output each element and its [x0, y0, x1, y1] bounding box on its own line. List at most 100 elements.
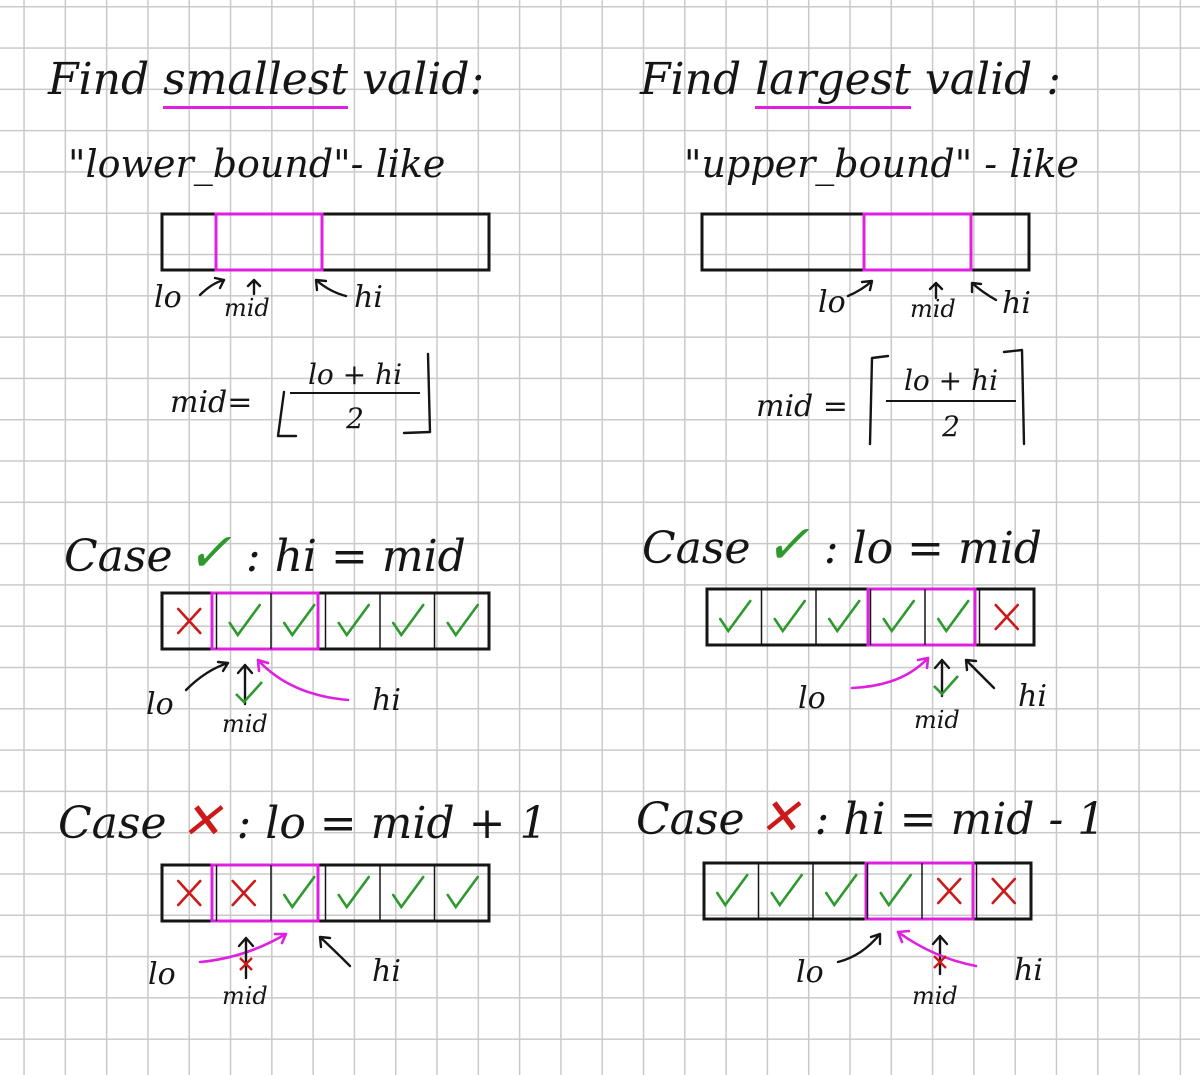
- left-floor-left: [276, 390, 298, 438]
- right-valid-hi-arrow: [964, 658, 996, 690]
- right-valid-hi-label: hi: [1018, 679, 1047, 714]
- left-formula-numerator: lo + hi: [307, 358, 403, 391]
- right-valid-mid-check-icon: [933, 675, 959, 696]
- right-title: Find largest valid :: [640, 58, 1061, 109]
- left-valid-hi-label: hi: [372, 683, 401, 718]
- left-valid-lo-arrow: [184, 660, 230, 692]
- left-hi-arrow: [314, 278, 348, 298]
- left-valid-cell-x-icon: [176, 607, 202, 635]
- left-invalid-lo-label: lo: [148, 957, 176, 992]
- right-valid-cell-x-icon: [994, 603, 1020, 631]
- left-invalid-cell-check-icon: [337, 875, 371, 910]
- left-case-valid-check-icon: ✓: [186, 521, 232, 584]
- left-valid-cell-check-icon: [446, 603, 480, 638]
- left-valid-mid-check-icon: [235, 681, 263, 704]
- right-case-invalid-prefix: Case: [636, 794, 745, 845]
- right-case-valid-check-icon: ✓: [764, 513, 810, 576]
- left-invalid-mid-label: mid: [222, 982, 268, 1010]
- right-invalid-hi-arrow: [896, 929, 978, 968]
- right-case-valid-prefix: Case: [642, 523, 751, 574]
- left-mid-window: [214, 212, 324, 272]
- left-valid-cell-check-icon: [228, 603, 262, 638]
- left-invalid-cell-check-icon: [446, 875, 480, 910]
- right-invalid-hi-label: hi: [1014, 953, 1043, 988]
- left-invalid-lo-arrow: [198, 932, 288, 964]
- right-invalid-cell-check-icon: [715, 873, 749, 908]
- right-formula-denominator: 2: [942, 410, 960, 443]
- right-case-valid-title: Case ✓ : lo = mid: [642, 518, 1042, 572]
- right-mid-arrow: [928, 281, 944, 300]
- left-valid-cell-check-icon: [337, 603, 371, 638]
- right-valid-window: [866, 587, 977, 647]
- right-ceil-left: [868, 354, 890, 446]
- left-valid-mid-label: mid: [222, 710, 268, 738]
- right-valid-cell-check-icon: [773, 599, 807, 634]
- left-lo-label: lo: [154, 280, 182, 315]
- left-valid-window: [210, 591, 320, 651]
- left-case-invalid-rule: : lo = mid + 1: [236, 798, 548, 849]
- left-case-invalid-prefix: Case: [58, 798, 167, 849]
- left-case-valid-rule: : hi = mid: [245, 531, 466, 582]
- left-floor-right: [402, 352, 432, 435]
- right-valid-lo-label: lo: [798, 681, 826, 716]
- right-valid-lo-arrow: [850, 656, 930, 690]
- left-valid-hi-arrow: [256, 658, 350, 702]
- right-hi-arrow: [970, 281, 998, 302]
- right-case-invalid-x-icon: ✕: [758, 788, 801, 846]
- right-title-suffix: valid :: [924, 54, 1062, 105]
- right-valid-mid-label: mid: [914, 706, 960, 734]
- right-invalid-cell-x-icon: [991, 877, 1017, 905]
- right-lo-label: lo: [818, 285, 846, 320]
- left-invalid-cell-check-icon: [282, 875, 316, 910]
- right-invalid-cell-check-icon: [879, 873, 913, 908]
- right-lo-arrow: [846, 279, 874, 298]
- left-invalid-window: [210, 863, 320, 923]
- left-title-prefix: Find: [48, 54, 150, 105]
- right-hi-label: hi: [1002, 286, 1031, 321]
- left-range-bar: [160, 212, 491, 272]
- left-fraction-bar: [290, 392, 420, 394]
- right-invalid-mid-x-icon: [933, 955, 947, 969]
- left-valid-cell-check-icon: [391, 603, 425, 638]
- right-case-valid-rule: : lo = mid: [823, 523, 1042, 574]
- right-ceil-right: [1002, 348, 1026, 446]
- left-mid-label: mid: [224, 294, 270, 322]
- right-case-invalid-title: Case ✕ : hi = mid - 1: [636, 792, 1105, 842]
- left-case-invalid-title: Case ✕ : lo = mid + 1: [58, 796, 547, 846]
- right-formula-lhs: mid =: [756, 389, 848, 424]
- right-invalid-lo-arrow: [836, 932, 882, 964]
- left-case-invalid-x-icon: ✕: [180, 792, 223, 850]
- left-invalid-cell-x-icon: [231, 879, 257, 907]
- left-valid-lo-label: lo: [146, 687, 174, 722]
- left-title: Find smallest valid:: [48, 58, 484, 109]
- right-mid-window: [862, 212, 973, 272]
- right-valid-mid-arrow: [933, 658, 951, 698]
- right-fraction-bar: [886, 400, 1016, 402]
- left-invalid-hi-label: hi: [372, 954, 401, 989]
- left-invalid-hi-arrow: [318, 935, 352, 968]
- left-invalid-cell-check-icon: [391, 875, 425, 910]
- left-invalid-cell-x-icon: [176, 879, 202, 907]
- left-valid-cell-check-icon: [282, 603, 316, 638]
- right-title-prefix: Find: [640, 54, 742, 105]
- left-mid-arrow: [246, 278, 262, 296]
- left-formula-fraction: lo + hi 2: [290, 358, 420, 438]
- right-invalid-cell-check-icon: [824, 873, 858, 908]
- right-mid-label: mid: [910, 295, 956, 323]
- left-title-suffix: valid:: [362, 54, 485, 105]
- right-subtitle: "upper_bound" - like: [684, 142, 1080, 186]
- right-invalid-cell-check-icon: [770, 873, 804, 908]
- left-title-highlight: smallest: [163, 58, 349, 109]
- right-valid-cell-check-icon: [827, 599, 861, 634]
- left-case-valid-title: Case ✓ : hi = mid: [64, 526, 466, 580]
- right-formula-fraction: lo + hi 2: [886, 364, 1016, 444]
- left-formula-denominator: 2: [346, 402, 364, 435]
- right-invalid-mid-label: mid: [912, 982, 958, 1010]
- left-case-valid-prefix: Case: [64, 531, 173, 582]
